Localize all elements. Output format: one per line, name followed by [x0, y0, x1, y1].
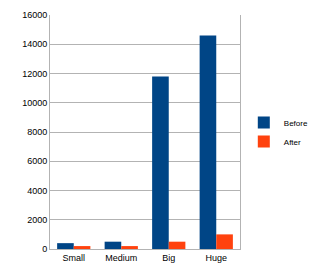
- svg-text:Big: Big: [162, 253, 175, 263]
- svg-text:8000: 8000: [27, 127, 47, 137]
- svg-text:Huge: Huge: [205, 253, 227, 263]
- svg-text:16000: 16000: [22, 10, 47, 20]
- svg-text:0: 0: [42, 244, 47, 254]
- svg-text:2000: 2000: [27, 215, 47, 225]
- svg-text:4000: 4000: [27, 186, 47, 196]
- svg-text:14000: 14000: [22, 39, 47, 49]
- svg-text:Small: Small: [62, 253, 85, 263]
- svg-text:Before: Before: [284, 119, 308, 128]
- svg-text:After: After: [284, 138, 301, 147]
- svg-text:6000: 6000: [27, 156, 47, 166]
- svg-text:Medium: Medium: [105, 253, 137, 263]
- svg-text:12000: 12000: [22, 69, 47, 79]
- svg-text:10000: 10000: [22, 98, 47, 108]
